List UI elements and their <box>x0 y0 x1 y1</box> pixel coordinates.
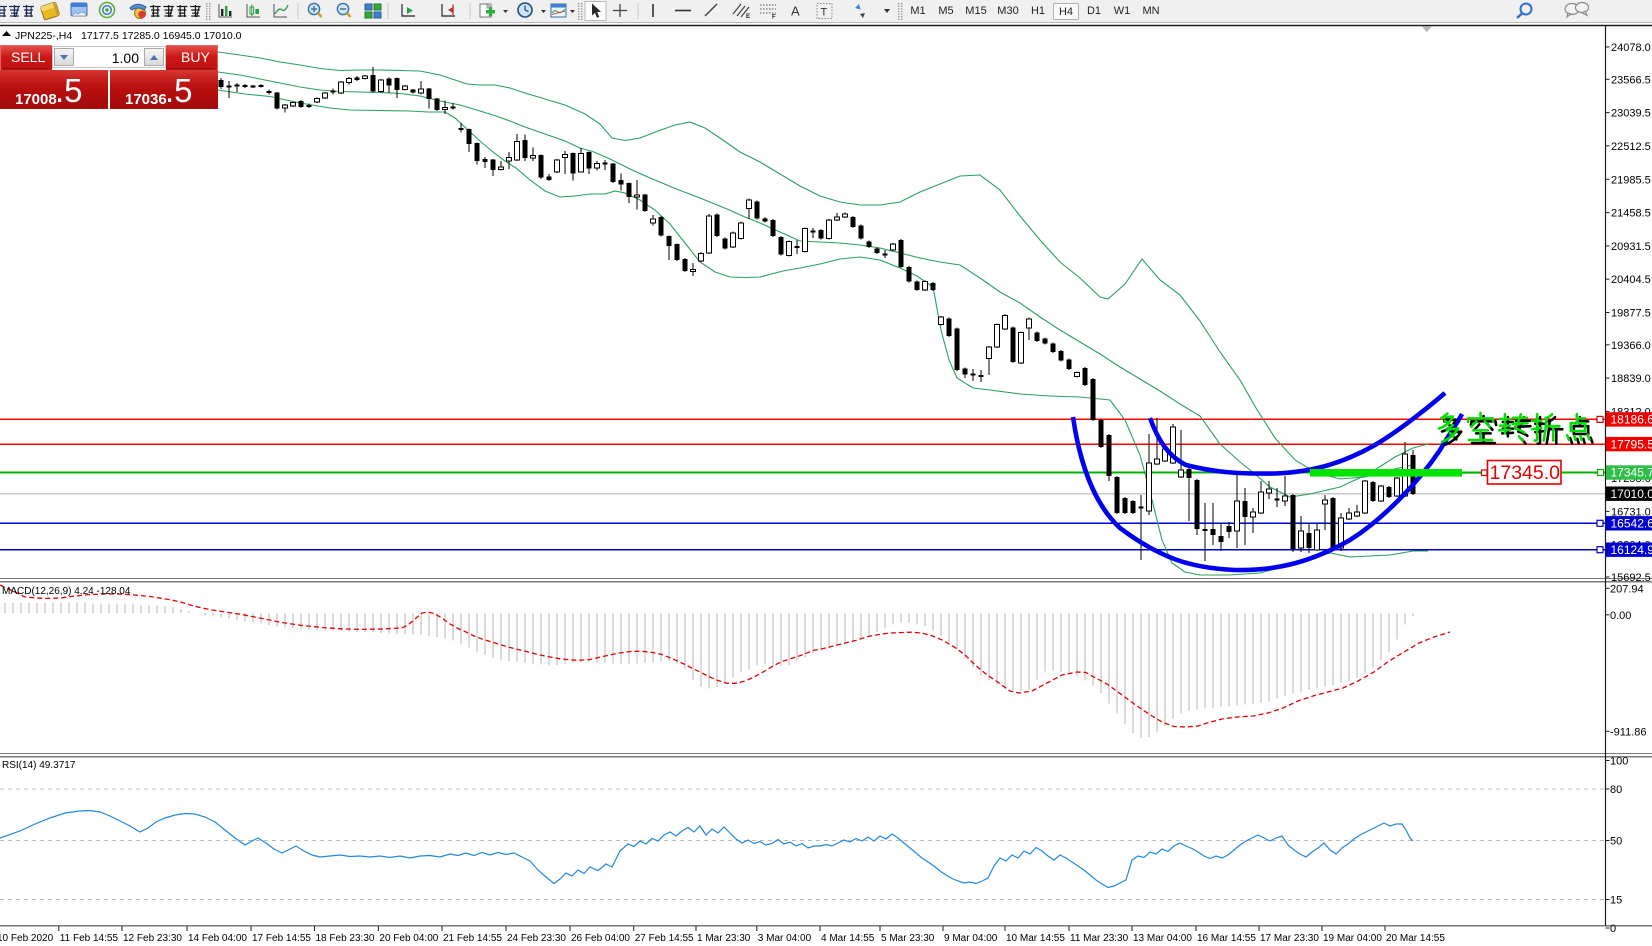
svg-text:15692.5: 15692.5 <box>1611 572 1651 584</box>
svg-text:18839.0: 18839.0 <box>1611 373 1651 385</box>
svg-text:17 Feb 14:55: 17 Feb 14:55 <box>252 933 311 944</box>
svg-text:21 Feb 14:55: 21 Feb 14:55 <box>443 933 502 944</box>
svg-text:16542.6: 16542.6 <box>1611 517 1652 531</box>
svg-text:16731.0: 16731.0 <box>1611 506 1651 518</box>
svg-text:17795.5: 17795.5 <box>1611 437 1652 451</box>
svg-text:100: 100 <box>1610 756 1628 768</box>
svg-text:13 Mar 04:00: 13 Mar 04:00 <box>1133 933 1192 944</box>
svg-text:10 Feb 2020: 10 Feb 2020 <box>0 933 54 944</box>
svg-text:22512.5: 22512.5 <box>1611 141 1651 153</box>
svg-text:T: T <box>821 7 828 19</box>
svg-text:17345.0: 17345.0 <box>1490 462 1561 484</box>
svg-text:16124.9: 16124.9 <box>1611 543 1652 557</box>
svg-text:17010.0: 17010.0 <box>1611 487 1652 501</box>
svg-text:21985.5: 21985.5 <box>1611 174 1651 186</box>
svg-text:0.00: 0.00 <box>1610 610 1631 622</box>
svg-text:15: 15 <box>1610 895 1622 907</box>
svg-text:19877.5: 19877.5 <box>1611 308 1651 320</box>
svg-text:1 Mar 23:30: 1 Mar 23:30 <box>697 933 751 944</box>
svg-text:9 Mar 04:00: 9 Mar 04:00 <box>944 933 998 944</box>
svg-text:-911.86: -911.86 <box>1610 726 1647 738</box>
svg-text:207.94: 207.94 <box>1610 583 1644 595</box>
svg-text:50: 50 <box>1610 836 1622 848</box>
svg-text:0: 0 <box>1610 923 1616 935</box>
svg-text:19366.0: 19366.0 <box>1611 340 1651 352</box>
svg-text:24 Feb 23:30: 24 Feb 23:30 <box>507 933 566 944</box>
svg-text:4 Mar 14:55: 4 Mar 14:55 <box>821 933 875 944</box>
svg-text:JPN225-,H4 17177.5 17285.0 1: JPN225-,H4 17177.5 17285.0 16945.0 17010… <box>15 30 242 42</box>
svg-text:11 Feb 14:55: 11 Feb 14:55 <box>60 933 119 944</box>
svg-text:5 Mar 23:30: 5 Mar 23:30 <box>881 933 935 944</box>
svg-text:3 Mar 04:00: 3 Mar 04:00 <box>758 933 812 944</box>
svg-text:RSI(14) 49.3717: RSI(14) 49.3717 <box>2 760 76 771</box>
svg-text:18186.6: 18186.6 <box>1611 413 1652 427</box>
svg-text:24078.0: 24078.0 <box>1611 42 1651 54</box>
svg-text:80: 80 <box>1610 784 1622 796</box>
svg-text:18 Feb 23:30: 18 Feb 23:30 <box>316 933 375 944</box>
svg-text:17345.7: 17345.7 <box>1611 466 1652 480</box>
svg-text:11 Mar 23:30: 11 Mar 23:30 <box>1070 933 1129 944</box>
svg-text:26 Feb 04:00: 26 Feb 04:00 <box>571 933 630 944</box>
svg-text:20 Feb 04:00: 20 Feb 04:00 <box>379 933 438 944</box>
svg-text:F: F <box>772 15 776 21</box>
svg-text:E: E <box>746 14 750 20</box>
svg-text:16 Mar 14:55: 16 Mar 14:55 <box>1197 933 1256 944</box>
svg-text:MACD(12,26,9) 4.24 -128.04: MACD(12,26,9) 4.24 -128.04 <box>2 586 131 597</box>
svg-text:21458.5: 21458.5 <box>1611 208 1651 220</box>
svg-text:12 Feb 23:30: 12 Feb 23:30 <box>123 933 182 944</box>
svg-text:A: A <box>791 4 800 19</box>
svg-text:27 Feb 14:55: 27 Feb 14:55 <box>635 933 694 944</box>
svg-text:23566.5: 23566.5 <box>1611 74 1651 86</box>
svg-text:23039.5: 23039.5 <box>1611 108 1651 120</box>
svg-text:20931.5: 20931.5 <box>1611 241 1651 253</box>
svg-text:10 Mar 14:55: 10 Mar 14:55 <box>1006 933 1065 944</box>
svg-text:20404.5: 20404.5 <box>1611 274 1651 286</box>
svg-text:20 Mar 14:55: 20 Mar 14:55 <box>1386 933 1445 944</box>
svg-text:19 Mar 04:00: 19 Mar 04:00 <box>1323 933 1382 944</box>
svg-text:14 Feb 04:00: 14 Feb 04:00 <box>188 933 247 944</box>
svg-text:17 Mar 23:30: 17 Mar 23:30 <box>1260 933 1319 944</box>
